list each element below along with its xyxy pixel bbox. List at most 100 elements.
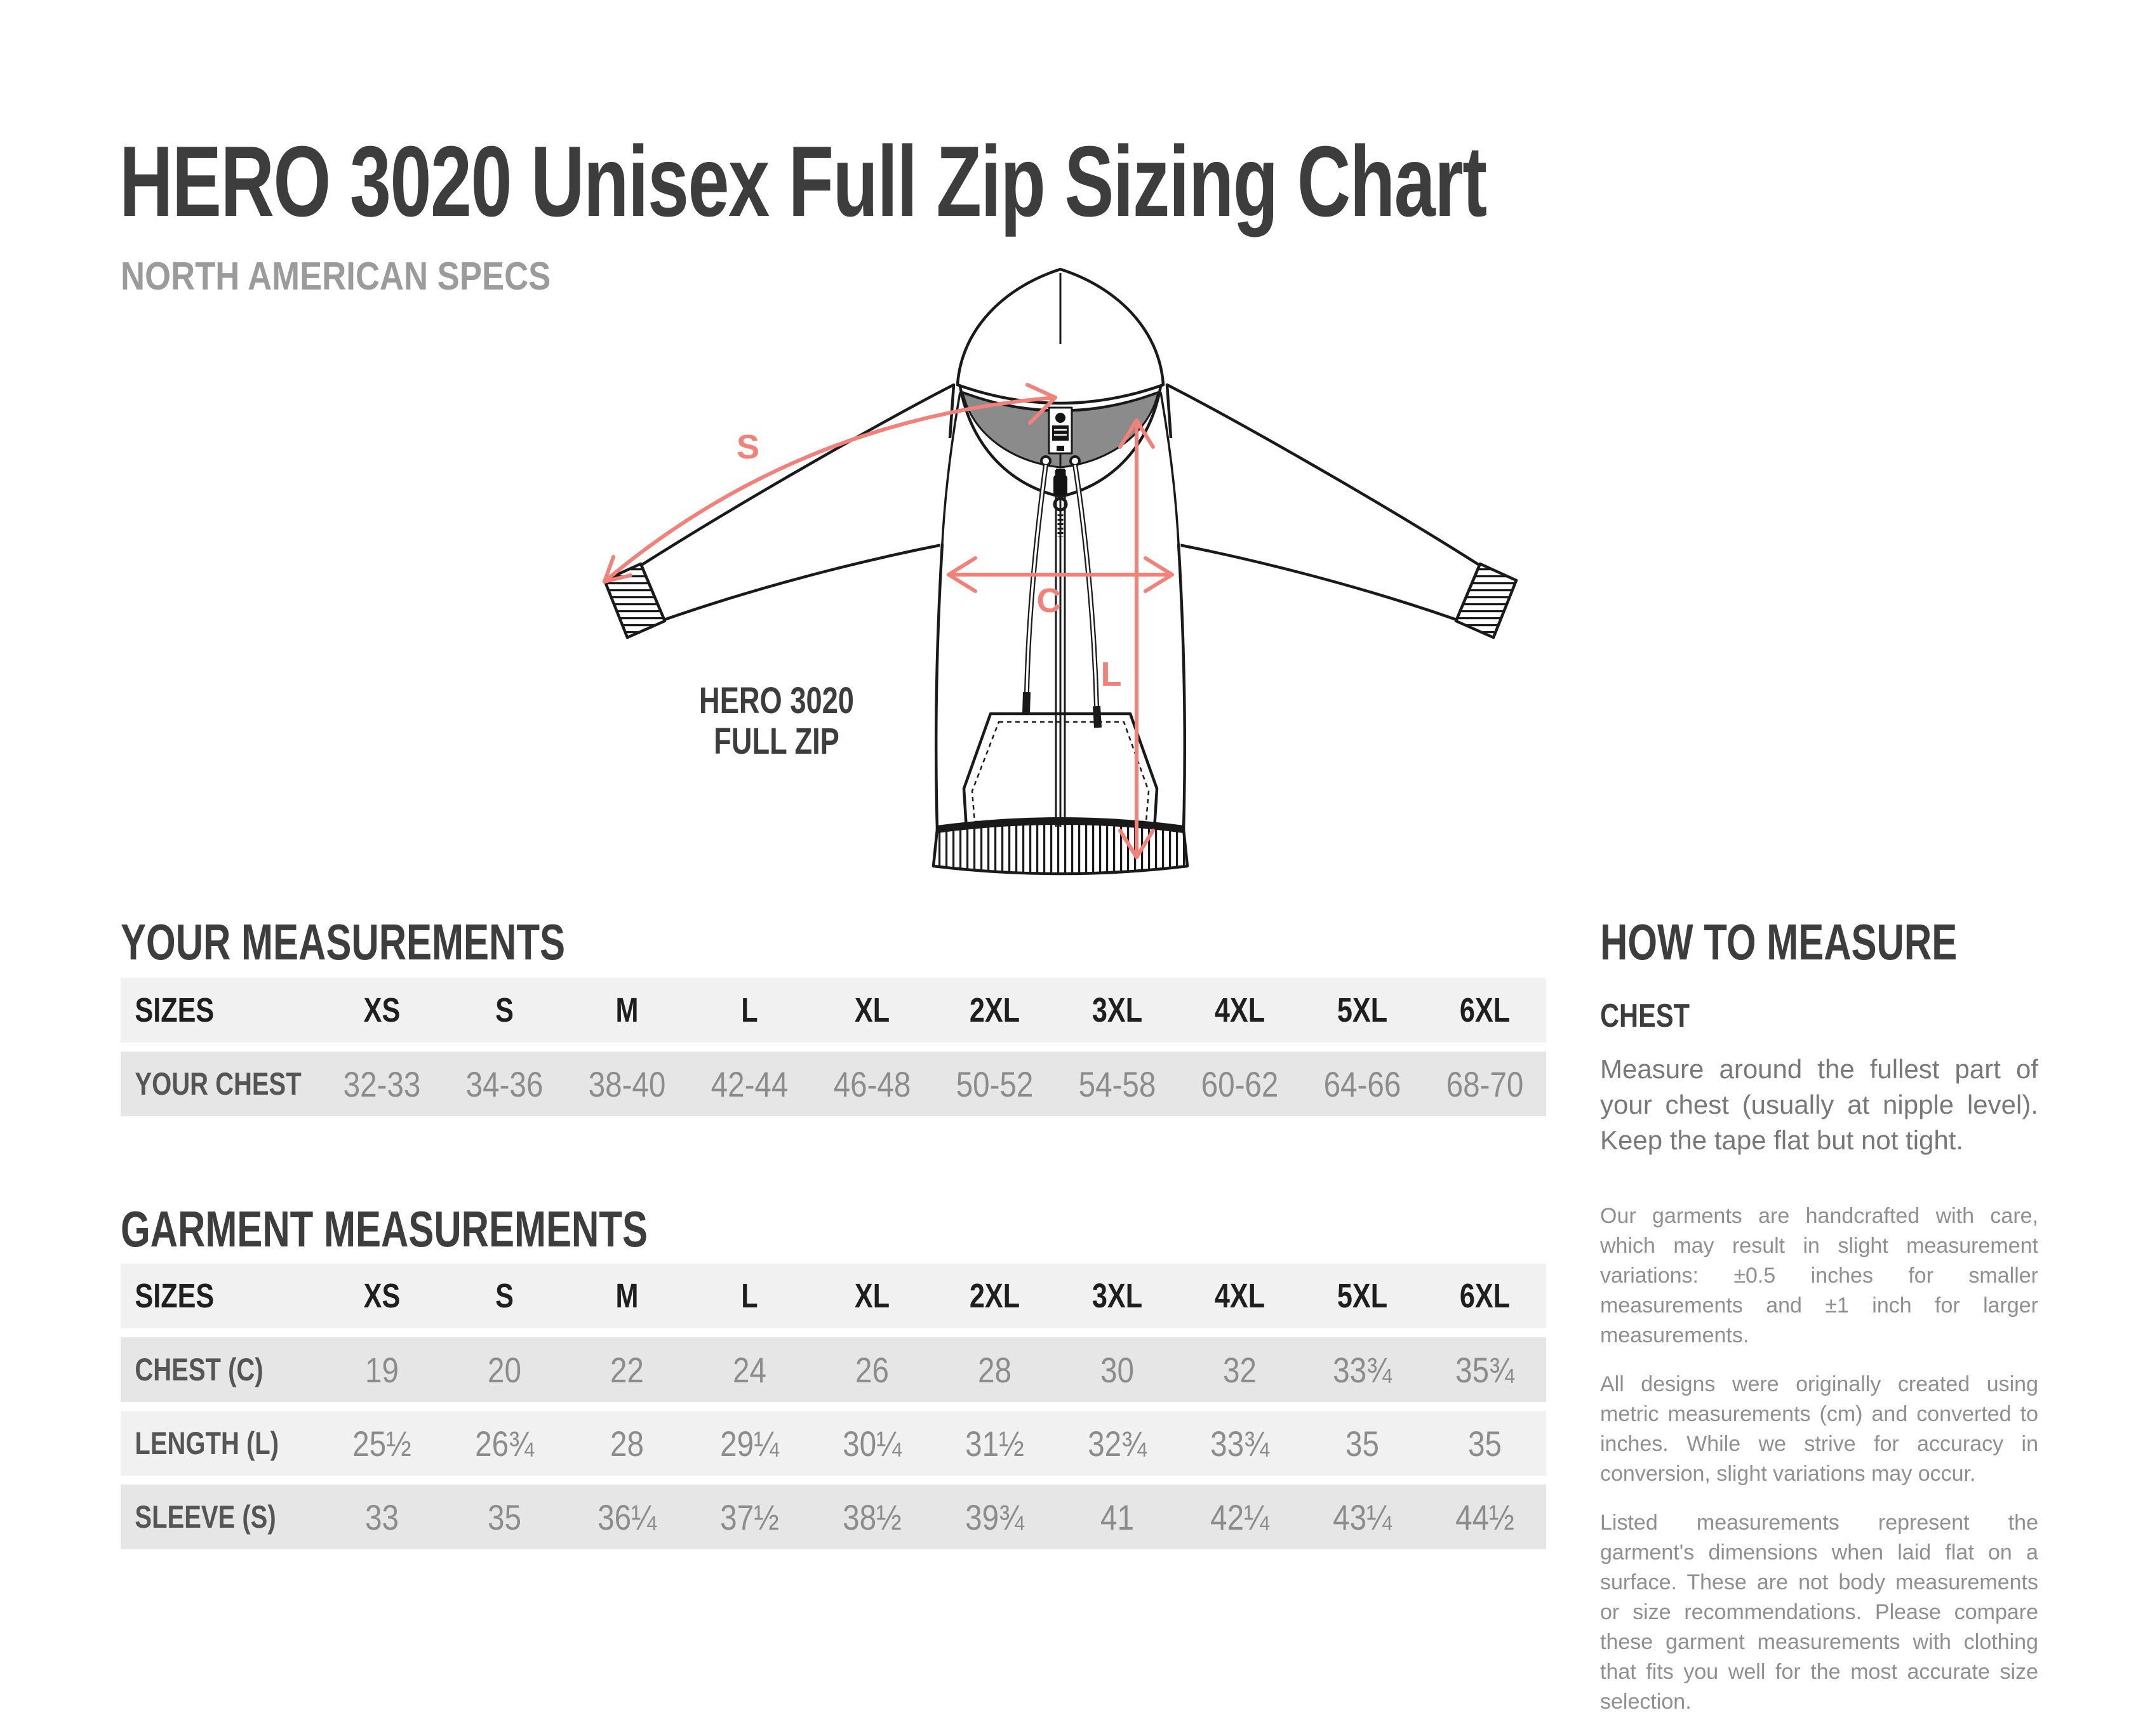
measurement-value: 35 <box>1468 1423 1502 1464</box>
note-paragraph: All designs were originally created usin… <box>1600 1372 2038 1486</box>
chest-subheading: CHEST <box>1600 998 1690 1034</box>
diagram-label: HERO 3020 FULL ZIP <box>672 681 881 762</box>
body-right-edge <box>1177 543 1187 830</box>
size-column-header: 6XL <box>1459 991 1511 1029</box>
size-column-header: XS <box>363 991 401 1029</box>
row-label: YOUR CHEST <box>135 1066 302 1102</box>
measurement-value: 26 <box>855 1349 889 1390</box>
garment-measurements-heading: GARMENT MEASUREMENTS <box>121 1201 648 1257</box>
measurement-value: 68-70 <box>1446 1064 1524 1104</box>
measurement-value: 39¾ <box>965 1497 1024 1537</box>
size-column-header: M <box>615 1277 639 1315</box>
size-column-header: 2XL <box>969 991 1020 1029</box>
disclaimer-notes: Our garments are handcrafted with care, … <box>1600 1201 2038 1736</box>
zipper-pull-ring <box>1053 497 1068 512</box>
measurement-value: 33¾ <box>1333 1349 1392 1390</box>
how-to-measure-heading: HOW TO MEASURE <box>1600 914 1958 970</box>
hoodie-diagram: S C L <box>603 267 1518 876</box>
sleeve-arrow-head-cuff <box>603 555 632 584</box>
neck-label-size <box>1057 446 1064 451</box>
left-sleeve <box>639 383 956 622</box>
measurement-value: 50-52 <box>956 1064 1034 1104</box>
row-label: CHEST (C) <box>135 1352 264 1387</box>
length-arrow-label: L <box>1101 655 1122 693</box>
measurement-value: 31½ <box>965 1423 1024 1464</box>
size-column-header: XL <box>854 1277 890 1315</box>
measurement-value: 35 <box>488 1497 521 1537</box>
measurement-value: 20 <box>488 1349 521 1390</box>
size-column-header: L <box>741 991 758 1029</box>
size-column-header: 4XL <box>1214 1277 1265 1315</box>
measurement-value: 26¾ <box>475 1423 534 1464</box>
chest-row: CHEST (C) 19 20 22 24 26 28 30 32 33¾ 35¾ <box>121 1337 1546 1402</box>
measurement-value: 30¼ <box>843 1423 902 1464</box>
chest-arrow-label: C <box>1037 582 1062 620</box>
measurement-value: 33¾ <box>1210 1423 1269 1464</box>
page-title: HERO 3020 Unisex Full Zip Sizing Chart <box>119 124 1966 239</box>
measurement-value: 22 <box>610 1349 644 1390</box>
hoodie-line-art <box>603 267 1518 876</box>
size-column-header: 5XL <box>1337 991 1388 1029</box>
chest-arrow-head-left <box>947 556 977 593</box>
measurement-value: 33 <box>365 1497 399 1537</box>
neck-label-text-marks <box>1054 429 1067 436</box>
sleeve-row: SLEEVE (S) 33 35 36¼ 37½ 38½ 39¾ 41 42¼ 43¼ 44½ <box>121 1485 1546 1549</box>
zipper-slider <box>1053 475 1067 495</box>
sizes-header-cell: SIZES <box>135 1277 215 1315</box>
measurement-value: 60-62 <box>1201 1064 1279 1104</box>
measurement-value: 38½ <box>843 1497 902 1537</box>
sleeve-arrow-label: S <box>737 428 759 466</box>
zipper-bridge <box>1056 469 1065 475</box>
note-paragraph: Listed measurements represent the garmen… <box>1600 1511 2038 1714</box>
measurement-value: 19 <box>365 1349 399 1390</box>
size-column-header: S <box>495 1277 514 1315</box>
measurement-value: 28 <box>978 1349 1011 1390</box>
row-label: SLEEVE (S) <box>135 1499 276 1535</box>
left-eyelet <box>1040 455 1051 467</box>
length-arrow-head-bottom <box>1118 829 1155 859</box>
measurement-value: 28 <box>610 1423 644 1464</box>
measurement-value: 46-48 <box>833 1064 911 1104</box>
sizes-header-cell: SIZES <box>135 991 215 1029</box>
sleeve-arrow-head-hood <box>1025 383 1057 425</box>
page-title-text: HERO 3020 Unisex Full Zip Sizing Chart <box>119 126 1487 237</box>
size-column-header: L <box>741 1277 758 1315</box>
length-row: LENGTH (L) 25½ 26¾ 28 29¼ 30¼ 31½ 32¾ 33¾ 35 35 <box>121 1411 1546 1476</box>
measurement-value: 42-44 <box>711 1064 789 1104</box>
size-column-header: 5XL <box>1337 1277 1388 1315</box>
measurement-value: 64-66 <box>1323 1064 1401 1104</box>
length-arrow-head-top <box>1118 418 1155 449</box>
size-column-header: S <box>495 991 514 1029</box>
size-column-header: M <box>615 991 639 1029</box>
measurement-value: 44½ <box>1455 1497 1514 1537</box>
size-column-header: 3XL <box>1092 991 1143 1029</box>
size-column-header: 2XL <box>969 1277 1020 1315</box>
row-label: LENGTH (L) <box>135 1426 279 1461</box>
size-column-header: XL <box>854 991 890 1029</box>
size-column-header: 4XL <box>1214 991 1265 1029</box>
neck-label-box <box>1052 425 1069 441</box>
measurement-value: 32 <box>1223 1349 1257 1390</box>
measurement-value: 41 <box>1100 1497 1134 1537</box>
size-column-header: 6XL <box>1459 1277 1511 1315</box>
your-chest-row: YOUR CHEST 32-33 34-36 38-40 42-44 46-48 50-5… <box>121 1052 1546 1116</box>
sleeve-arrow <box>603 396 1057 584</box>
measurement-value: 24 <box>733 1349 766 1390</box>
how-to-measure-section: HOW TO MEASURE CHEST Measure around the … <box>1600 913 2038 1158</box>
right-aglet <box>1093 705 1102 728</box>
measurement-value: 25½ <box>352 1423 411 1464</box>
left-cuff <box>603 562 667 639</box>
measurement-value: 32-33 <box>343 1064 421 1104</box>
body-left-edge <box>934 543 944 830</box>
left-aglet <box>1022 691 1031 714</box>
measurement-value: 35 <box>1345 1423 1379 1464</box>
garment-measurements-table: SIZES XS S M L XL 2XL 3XL 4XL 5XL 6XL CHEST (C) 1… <box>121 1264 1546 1558</box>
table-header-row: SIZES XS S M L XL 2XL 3XL 4XL 5XL 6XL <box>121 1264 1546 1328</box>
pocket-stitching <box>971 721 1150 823</box>
right-eyelet <box>1069 455 1081 467</box>
measurement-value: 30 <box>1100 1349 1134 1390</box>
your-measurements-heading: YOUR MEASUREMENTS <box>121 914 566 970</box>
measurement-value: 32¾ <box>1088 1423 1147 1464</box>
size-column-header: 3XL <box>1092 1277 1143 1315</box>
page-subtitle: NORTH AMERICAN SPECS <box>121 254 627 299</box>
